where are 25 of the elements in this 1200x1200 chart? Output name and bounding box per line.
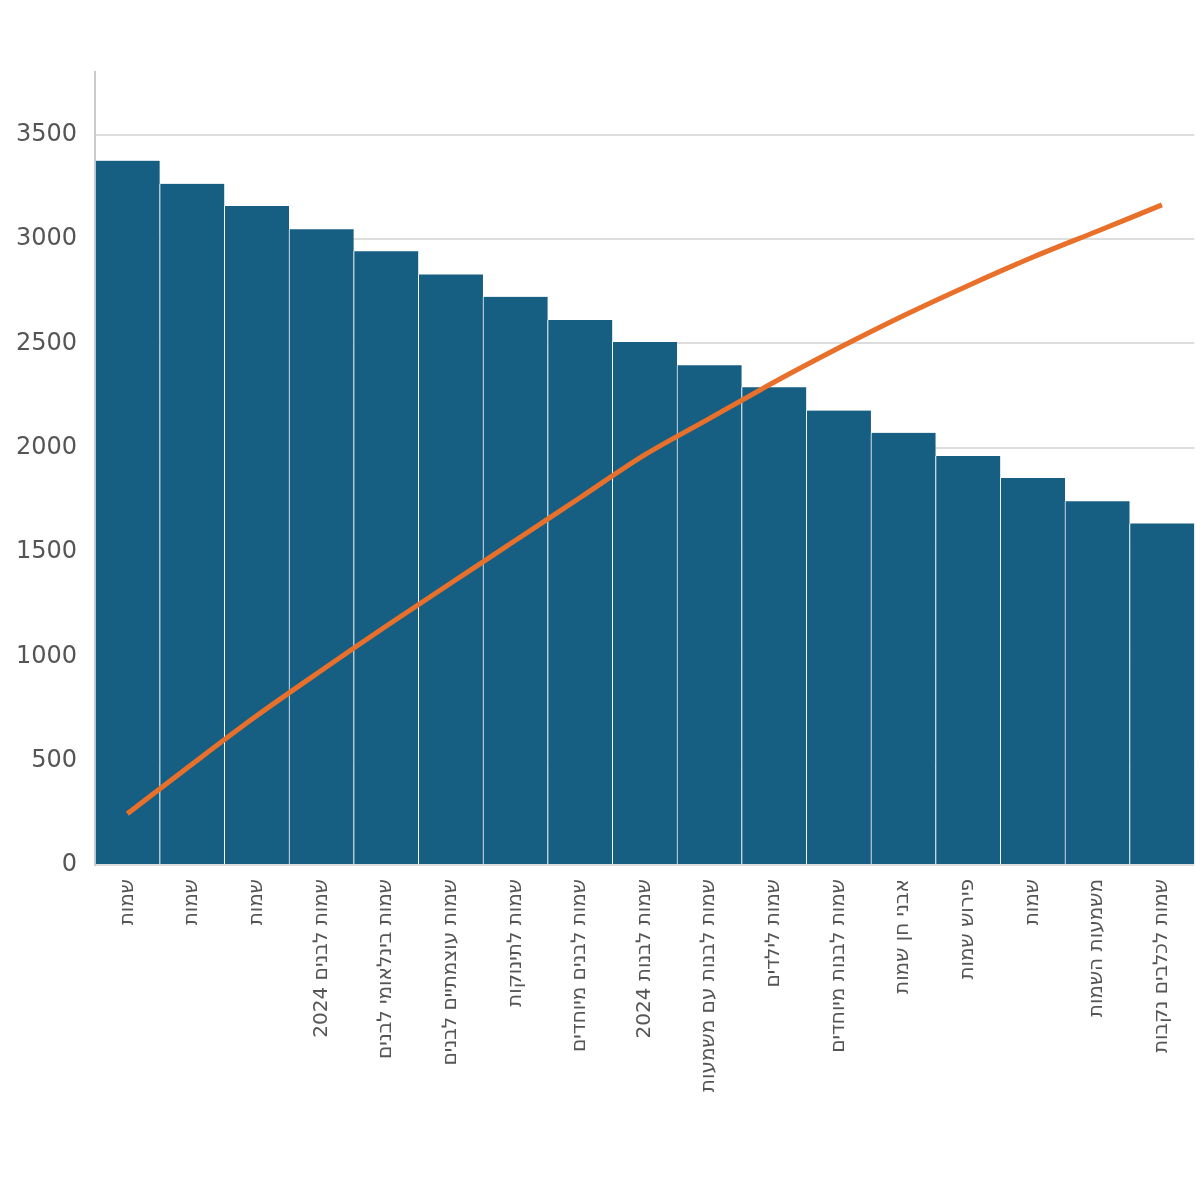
x-tick-label: שמות [242,879,267,926]
y-tick-label: 1000 [15,640,77,669]
x-tick-label: שמות לתינוקות [501,879,526,1007]
x-tick-label: פירוש שמות [954,879,979,980]
y-tick-label: 3500 [15,118,77,147]
x-tick-label: שמות לילדים [760,879,785,988]
y-tick-label: 2000 [15,431,77,460]
y-tick-label: 500 [31,744,77,773]
x-tick-label: שמות לבנות עם משמעות [695,879,720,1093]
x-tick-label: שמות לבנות מיוחדים [824,879,849,1053]
y-tick-label: 1500 [15,536,77,565]
x-tick-label: אבני חן שמות [889,879,914,994]
x-tick-label: שמות [113,879,138,926]
x-tick-label: שמות לבנים 2024 [307,879,332,1038]
x-tick-label: שמות עוצמתיים לבנים [436,879,461,1066]
y-tick-label: 3000 [15,223,77,252]
x-tick-label: משמעות השמות [1083,879,1108,1018]
x-tick-label: שמות [1018,879,1043,926]
x-tick-label: שמות בינלאומי לבנים [372,879,397,1060]
x-tick-label: שמות לכלבים נקבות [1148,879,1173,1054]
x-tick-label: שמות לבנים מיוחדים [566,879,591,1052]
x-tick-label: שמות [178,879,203,926]
y-tick-label: 0 [61,849,77,878]
x-tick-label: שמות לבנות 2024 [630,879,655,1039]
y-tick-label: 2500 [15,327,77,356]
